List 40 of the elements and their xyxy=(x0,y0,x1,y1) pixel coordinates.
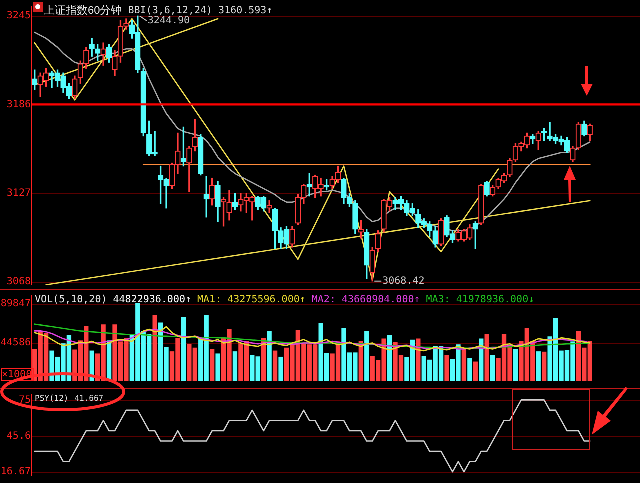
chart-subtitle: 41.667 xyxy=(74,394,104,404)
y-tick-label: 3186 xyxy=(6,99,31,110)
bar xyxy=(278,356,284,381)
bar xyxy=(542,352,547,381)
bar xyxy=(536,352,541,381)
bar xyxy=(152,316,158,381)
y-tick-label: 75 xyxy=(18,394,31,406)
text: MA3: 41978936.000↓ xyxy=(426,294,535,306)
y-tick-label: 3245 xyxy=(6,10,31,22)
chart-title: 上证指数60分钟 xyxy=(44,4,122,18)
bar xyxy=(210,348,215,381)
chart-title: VOL(5,10,20) xyxy=(35,294,108,306)
bar xyxy=(513,348,518,381)
bar xyxy=(468,358,472,381)
y-tick-label: 3068 xyxy=(6,276,31,288)
bar xyxy=(387,336,392,381)
chart-subtitle: BBI(3,6,12,24) 3160.593↑ xyxy=(128,6,273,17)
bar xyxy=(444,355,450,381)
bar xyxy=(473,362,478,381)
bar xyxy=(181,317,186,381)
chart-title: PSY(12) xyxy=(35,394,69,404)
bar xyxy=(272,350,278,381)
y-tick-label: 45.6 xyxy=(6,431,31,442)
y-tick-label: 3127 xyxy=(6,188,31,199)
y-tick-label: 89847 xyxy=(0,298,31,310)
bar xyxy=(216,354,220,381)
annotation: 3068.42 xyxy=(382,276,425,287)
bar xyxy=(267,332,272,381)
bar xyxy=(484,334,490,381)
annotation: 3244.90 xyxy=(148,16,190,27)
bar xyxy=(462,348,467,381)
bar xyxy=(479,338,484,381)
y-tick-label: 44586 xyxy=(0,337,31,348)
series-label: 44822936.000↑ xyxy=(113,294,192,306)
y-tick-label: 16.67 xyxy=(0,466,31,478)
bar xyxy=(364,332,370,381)
bar xyxy=(490,356,496,381)
text: MA1: 43275596.000↑ xyxy=(198,294,306,306)
text: MA2: 43660904.000↑ xyxy=(312,294,420,306)
bar xyxy=(232,352,238,381)
